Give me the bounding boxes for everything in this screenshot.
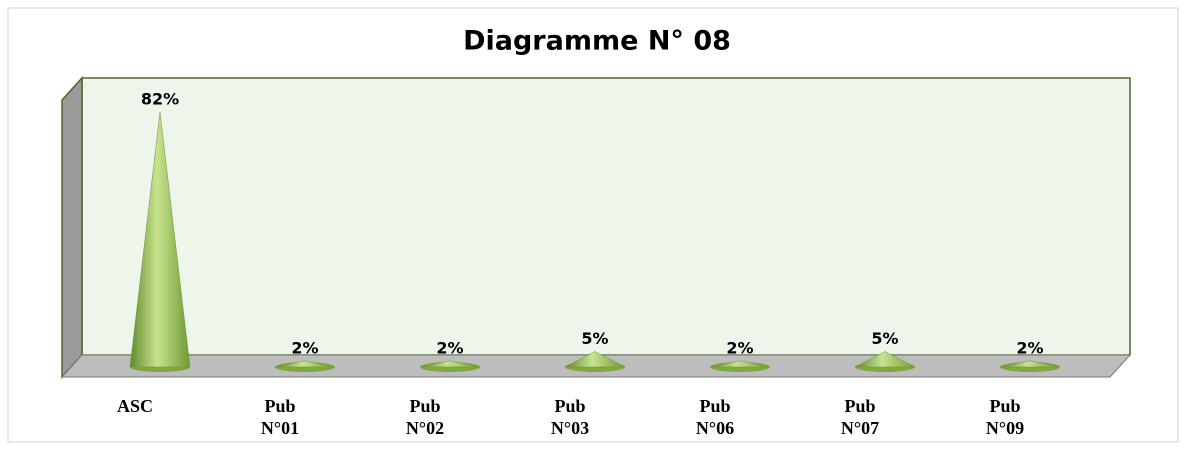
x-tick-label: Pub N°09 [986,396,1024,438]
value-label: 2% [291,338,318,357]
side-wall [61,76,83,379]
value-label: 5% [871,329,898,348]
value-label: 5% [581,329,608,348]
cone [419,360,481,368]
value-label: 2% [1016,338,1043,357]
x-tick-label: ASC [117,396,153,416]
cone [999,360,1061,368]
cone [564,351,626,368]
back-wall [81,77,1131,356]
x-tick-label: Pub N°06 [696,396,734,438]
chart-title: Diagramme N° 08 [463,26,731,57]
value-label: 2% [726,338,753,357]
cone [854,351,916,368]
cone [274,360,336,368]
x-tick-label: Pub N°02 [406,396,444,438]
value-label: 82% [141,90,179,109]
x-tick-label: Pub N°07 [841,396,879,438]
x-tick-label: Pub N°03 [551,396,589,438]
value-label: 2% [436,338,463,357]
cone [709,360,771,368]
x-tick-label: Pub N°01 [261,396,299,438]
cone [129,111,191,368]
